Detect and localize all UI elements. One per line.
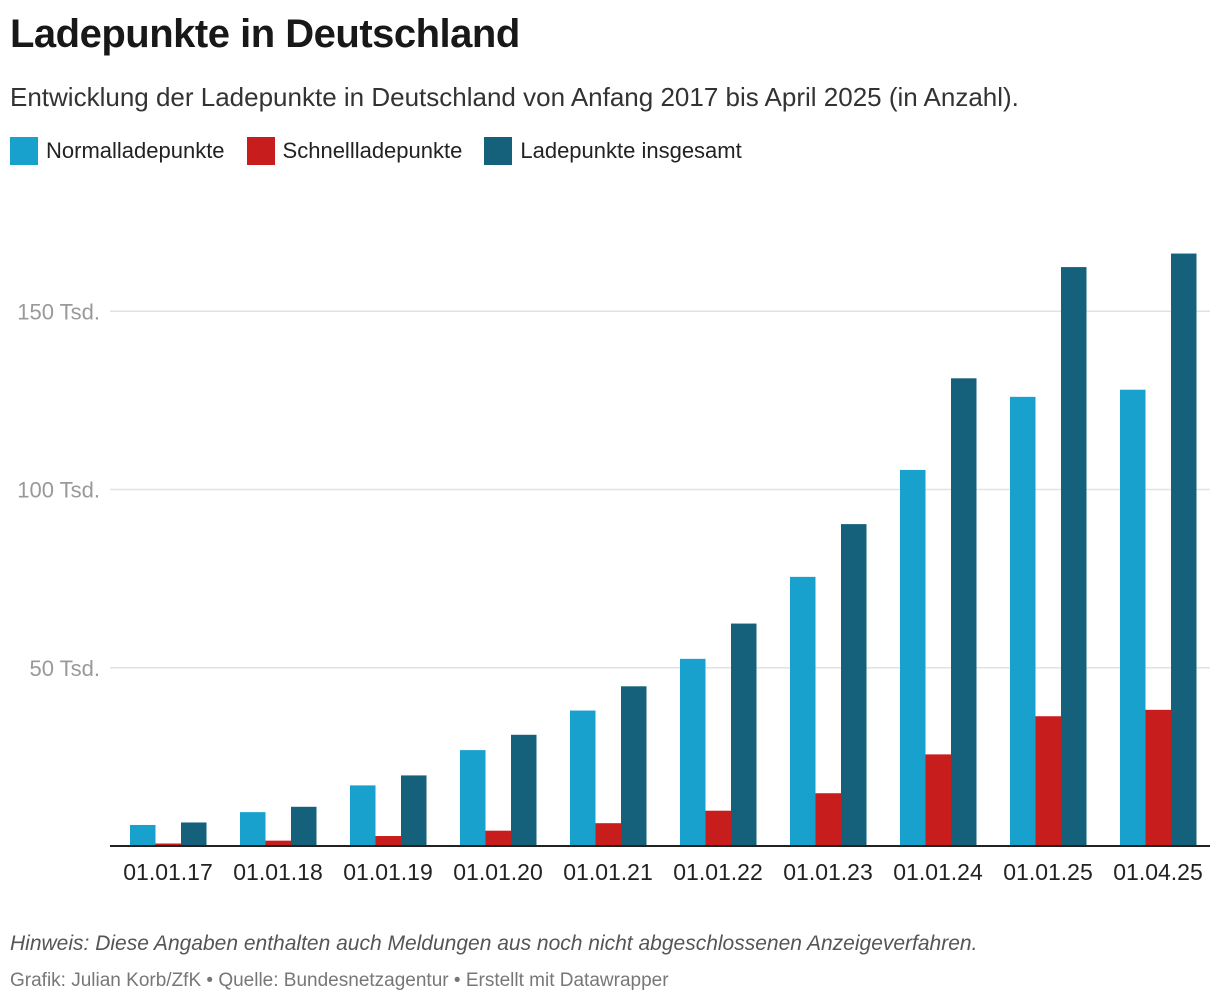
bar-normal [130,824,156,846]
credits: Grafik: Julian Korb/ZfK • Quelle: Bundes… [10,970,669,991]
legend-item-gesamt: Ladepunkte insgesamt [484,137,742,165]
bar-normal [680,658,706,846]
legend-label-gesamt: Ladepunkte insgesamt [520,138,742,163]
bar-schnell [595,823,621,846]
x-tick-label: 01.01.24 [893,859,983,885]
bar-schnell [155,843,181,846]
bar-schnell [485,830,511,846]
legend-swatch-normal [10,137,38,165]
x-tick-label: 01.01.22 [673,859,763,885]
bar-normal [790,576,816,846]
bar-schnell [1145,709,1171,846]
bar-gesamt [1171,253,1197,846]
bar-normal [460,750,486,846]
x-tick-label: 01.01.21 [563,859,653,885]
legend-swatch-gesamt [484,137,513,165]
bar-normal [570,710,596,846]
bar-schnell [1035,716,1061,846]
bar-gesamt [511,734,537,846]
bar-normal [1010,396,1036,846]
bar-normal [240,812,266,846]
bar-schnell [815,793,841,846]
bar-gesamt [1061,267,1087,846]
bar-gesamt [291,806,317,846]
chart-title: Ladepunkte in Deutschland [10,12,520,56]
legend-label-normal: Normalladepunkte [46,138,225,163]
y-tick-label: 100 Tsd. [17,478,100,503]
x-tick-label: 01.01.17 [123,859,213,885]
legend-swatch-schnell [246,137,275,165]
bar-gesamt [951,378,977,846]
bar-gesamt [401,775,427,846]
legend: Normalladepunkte Schnellladepunkte Ladep… [10,137,764,165]
bar-schnell [705,810,731,846]
bar-gesamt [731,623,757,846]
bar-chart: 50 Tsd. 100 Tsd. 150 Tsd. 01.01.17 01.01.18 0… [17,253,1210,885]
legend-item-normal: Normalladepunkte [10,137,225,165]
y-tick-label: 50 Tsd. [29,656,100,681]
bar-schnell [265,840,291,846]
bar-gesamt [621,686,647,846]
legend-item-schnell: Schnellladepunkte [246,137,463,165]
x-tick-label: 01.01.18 [233,859,323,885]
chart-subtitle: Entwicklung der Ladepunkte in Deutschlan… [10,82,1019,112]
axes: 50 Tsd. 100 Tsd. 150 Tsd. 01.01.17 01.01.18 0… [17,299,1210,885]
bar-schnell [375,836,401,846]
gridlines [110,310,1210,669]
x-tick-label: 01.01.25 [1003,859,1093,885]
x-tick-label: 01.01.20 [453,859,543,885]
bar-gesamt [841,524,867,846]
legend-label-schnell: Schnellladepunkte [282,138,463,163]
bar-normal [350,785,376,846]
bar-schnell [925,754,951,846]
bar-gesamt [181,822,207,846]
bar-normal [1120,389,1146,846]
x-tick-label: 01.01.19 [343,859,433,885]
bars [130,253,1197,846]
x-tick-label: 01.01.23 [783,859,873,885]
y-tick-label: 150 Tsd. [17,299,100,324]
bar-normal [900,469,926,846]
x-tick-label: 01.04.25 [1113,859,1203,885]
footnote: Hinweis: Diese Angaben enthalten auch Me… [10,932,978,955]
